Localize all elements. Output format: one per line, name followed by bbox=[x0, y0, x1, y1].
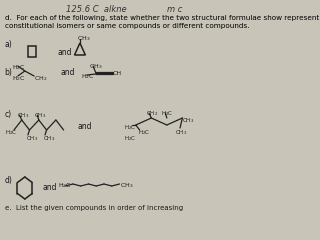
Text: 125.6 C  alkne: 125.6 C alkne bbox=[66, 5, 127, 14]
Text: H$_2$C: H$_2$C bbox=[161, 109, 173, 118]
Text: and: and bbox=[57, 48, 72, 57]
Text: e.  List the given compounds in order of increasing: e. List the given compounds in order of … bbox=[5, 205, 184, 211]
Text: d.  For each of the following, state whether the two structural formulae show re: d. For each of the following, state whet… bbox=[5, 15, 320, 21]
Text: CH$_3$: CH$_3$ bbox=[119, 181, 133, 190]
Text: CH$_3$: CH$_3$ bbox=[26, 134, 38, 143]
Text: m c: m c bbox=[167, 5, 182, 14]
Text: a): a) bbox=[5, 40, 12, 49]
Text: CH$_3$: CH$_3$ bbox=[34, 111, 46, 120]
Text: CH$_3$: CH$_3$ bbox=[182, 116, 195, 125]
Text: d): d) bbox=[5, 176, 12, 185]
Text: and: and bbox=[60, 68, 75, 77]
Text: CH$_3$: CH$_3$ bbox=[77, 34, 90, 43]
Text: H$_2$C: H$_2$C bbox=[124, 134, 136, 143]
Text: H$_2$C: H$_2$C bbox=[81, 72, 94, 81]
Text: constitutional isomers or same compounds or different compounds.: constitutional isomers or same compounds… bbox=[5, 23, 250, 29]
Text: CH$_2$: CH$_2$ bbox=[146, 109, 158, 118]
Text: CH$_3$: CH$_3$ bbox=[175, 128, 187, 137]
Text: CH$_2$: CH$_2$ bbox=[34, 74, 48, 83]
Text: CH$_3$: CH$_3$ bbox=[17, 111, 29, 120]
Text: H$_2$C: H$_2$C bbox=[12, 74, 25, 83]
Text: CH$_3$: CH$_3$ bbox=[43, 134, 55, 143]
Text: H$_2$C: H$_2$C bbox=[138, 128, 150, 137]
Text: b): b) bbox=[5, 68, 12, 77]
Text: H$_2$C: H$_2$C bbox=[12, 63, 25, 72]
Text: and: and bbox=[43, 183, 57, 192]
Text: c): c) bbox=[5, 110, 12, 119]
Text: and: and bbox=[78, 122, 92, 131]
Text: H$_2$C: H$_2$C bbox=[5, 128, 17, 137]
Text: CH: CH bbox=[113, 71, 122, 76]
Text: CH$_3$: CH$_3$ bbox=[89, 62, 103, 71]
Text: H$_2$C: H$_2$C bbox=[124, 123, 136, 132]
Text: H$_2$C: H$_2$C bbox=[58, 181, 72, 190]
